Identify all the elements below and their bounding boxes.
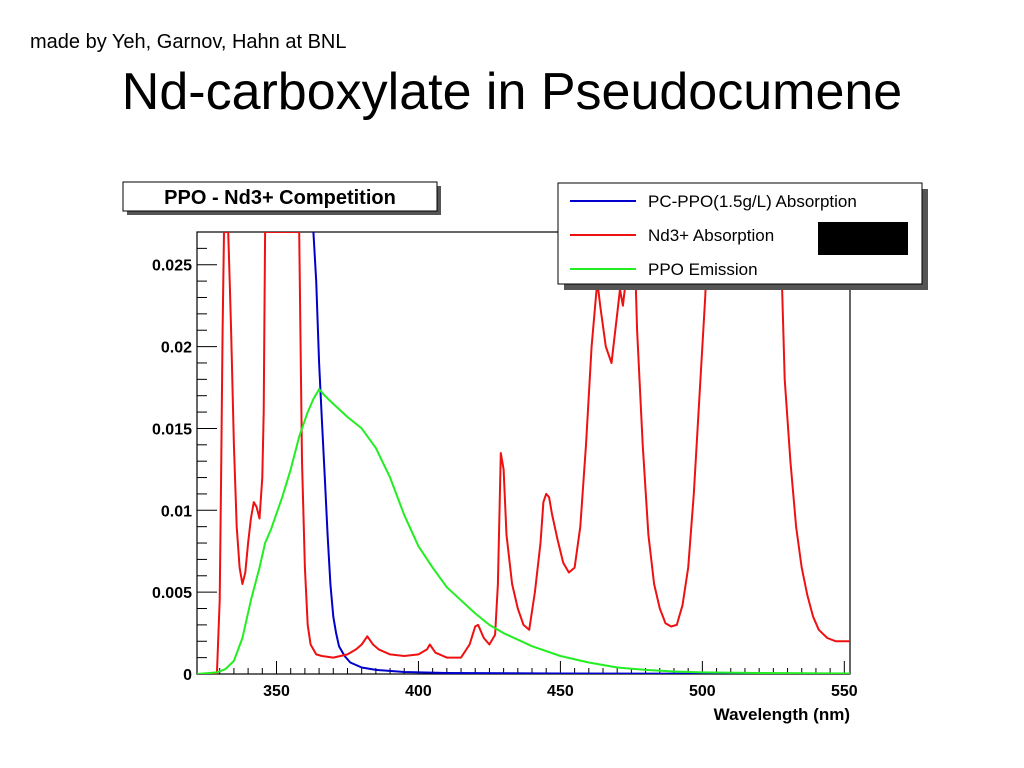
axis-tick-labels: 350 400 450 500 550 0 0.005 0.01 0.015 0.02 0.025 [152,258,858,700]
legend-label: PC-PPO(1.5g/L) Absorption [648,192,857,211]
redaction-box [818,222,908,255]
y-tick-label: 0 [183,667,192,684]
series-group [197,232,850,674]
legend-label: Nd3+ Absorption [648,226,774,245]
x-tick-label: 400 [405,683,432,700]
x-tick-label: 550 [831,683,858,700]
chart-title: PPO - Nd3+ Competition [164,187,396,209]
x-axis-title: Wavelength (nm) [714,705,850,724]
series-line-1 [197,232,850,674]
chart-title-frame [122,181,438,212]
x-tick-label: 500 [689,683,716,700]
y-tick-label: 0.005 [152,585,192,602]
y-tick-label: 0.02 [161,340,192,357]
slide-title: Nd-carboxylate in Pseudocumene [121,63,903,121]
series-line-0 [312,232,850,674]
y-tick-label: 0.025 [152,258,192,275]
legend-label: PPO Emission [648,260,758,279]
credit-text: made by Yeh, Garnov, Hahn at BNL [30,31,347,53]
y-tick-label: 0.015 [152,421,192,438]
legend: PC-PPO(1.5g/L) Absorption Nd3+ Absorption… [557,182,928,290]
x-tick-label: 450 [547,683,574,700]
series-line-2 [197,388,850,674]
chart-title-box: PPO - Nd3+ Competition [122,181,441,215]
y-tick-label: 0.01 [161,503,192,520]
x-tick-label: 350 [263,683,290,700]
